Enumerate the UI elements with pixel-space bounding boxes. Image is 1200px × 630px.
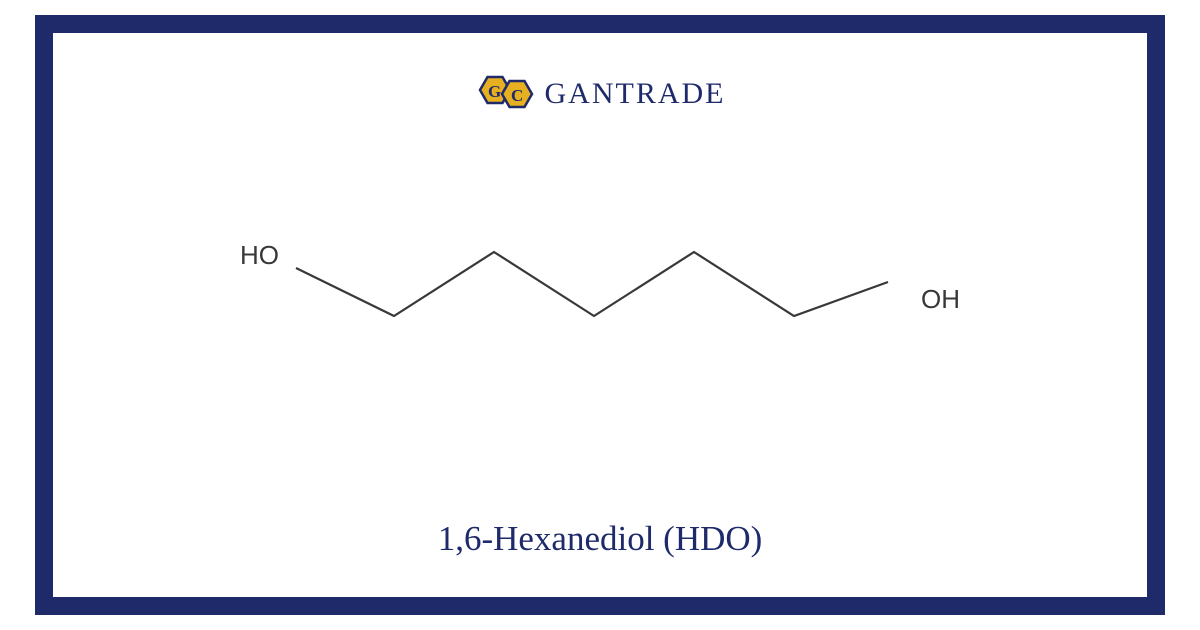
- molecule-structure-icon: [240, 214, 960, 374]
- hydroxyl-right-label: OH: [921, 284, 960, 315]
- hexagon-logo-icon: GC: [475, 68, 541, 119]
- molecule-diagram: HO OH: [240, 214, 960, 374]
- compound-caption: 1,6-Hexanediol (HDO): [53, 519, 1147, 559]
- svg-text:C: C: [511, 86, 523, 105]
- brand-logo: GC GANTRADE: [475, 68, 726, 119]
- hydroxyl-left-label: HO: [240, 240, 279, 271]
- brand-name: GANTRADE: [545, 77, 726, 111]
- svg-text:G: G: [488, 82, 501, 101]
- content-frame: GC GANTRADE HO OH 1,6-Hexanediol (HDO): [35, 15, 1165, 615]
